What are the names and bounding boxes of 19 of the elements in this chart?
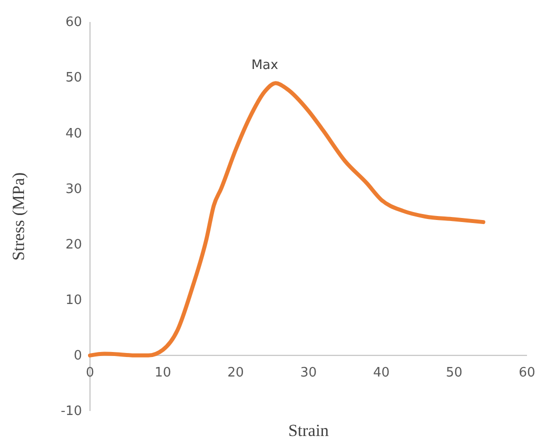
y-tick-label: 50 xyxy=(65,70,82,86)
x-tick-label: 10 xyxy=(154,366,172,381)
y-tick-label: -10 xyxy=(60,404,82,420)
y-tick-label: 60 xyxy=(65,15,82,30)
y-tick-label: 10 xyxy=(65,293,82,308)
y-tick-label: 20 xyxy=(65,237,82,252)
annotation: Max xyxy=(251,58,279,74)
x-tick-label: 0 xyxy=(86,366,94,381)
line-series xyxy=(88,81,486,358)
x-axis-title: Strain xyxy=(288,421,330,439)
x-tick-label: 50 xyxy=(446,366,462,381)
x-tick-label: 20 xyxy=(227,366,244,381)
x-tick-label: 40 xyxy=(373,366,390,381)
y-tick-label: 40 xyxy=(65,126,82,142)
x-tick-label: 30 xyxy=(300,366,317,381)
y-tick-label: 0 xyxy=(74,348,82,364)
x-tick-label: 60 xyxy=(518,366,536,381)
y-tick-label: 30 xyxy=(65,182,82,197)
y-axis-title: Stress (MPa) xyxy=(9,172,28,261)
